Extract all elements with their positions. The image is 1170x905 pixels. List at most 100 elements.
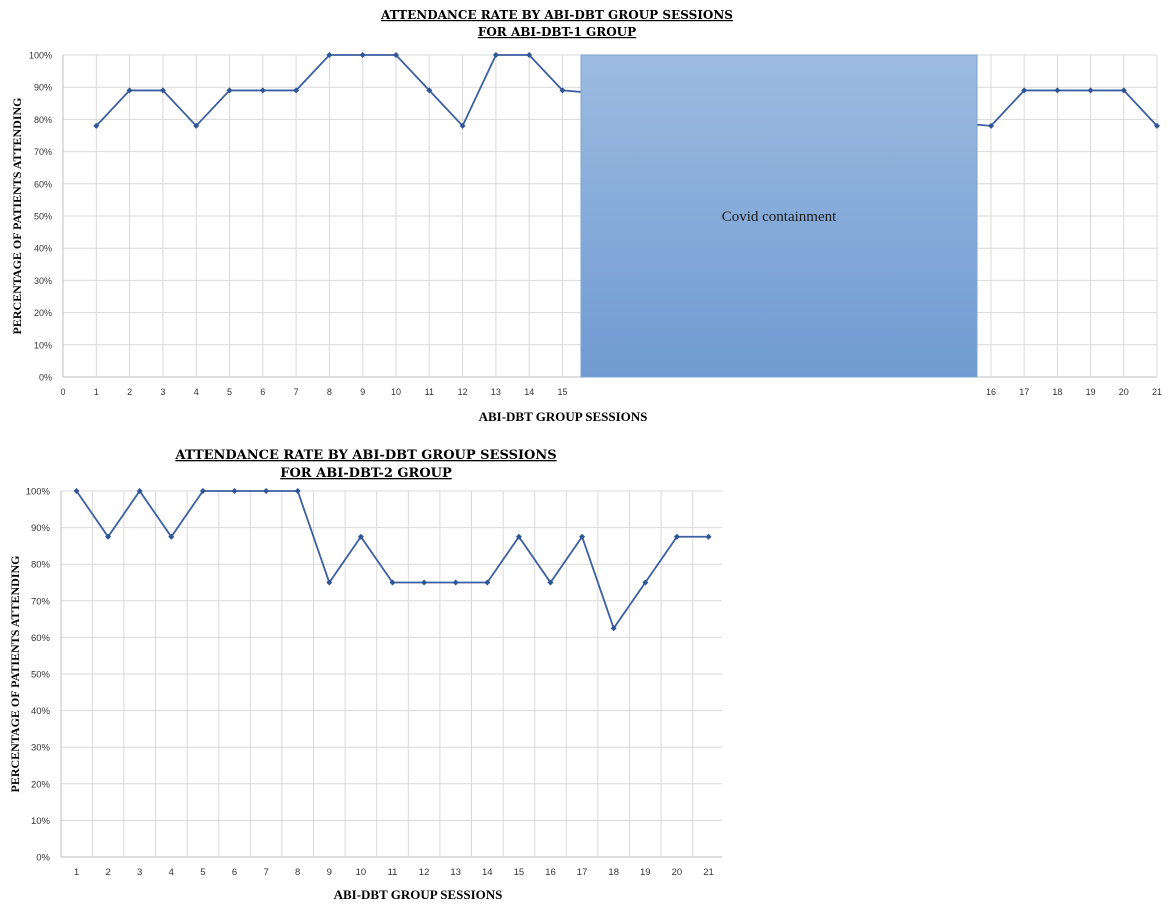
chart2-point [547, 579, 554, 586]
chart1-series [93, 52, 1160, 129]
chart1-point [1021, 87, 1028, 94]
chart2-x-tick-label: 20 [672, 867, 683, 878]
chart1-point [492, 52, 499, 58]
chart2-point [231, 488, 238, 494]
chart2-title-line1: ATTENDANCE RATE BY ABI-DBT GROUP SESSION… [174, 448, 556, 463]
chart1-x-tick-label: 2 [127, 387, 132, 397]
chart2-xlabel: ABI-DBT GROUP SESSIONS [334, 887, 503, 902]
chart2-x-tick-label: 15 [514, 867, 525, 878]
chart2-point [579, 533, 586, 540]
chart2-point [610, 625, 617, 632]
chart1-x-tick-label: 11 [425, 387, 434, 397]
chart2-point [673, 533, 680, 540]
chart1-point [326, 52, 333, 58]
chart1-x-tick-label: 5 [227, 387, 232, 397]
chart2-ylabel: PERCENTAGE OF PATIENTS ATTENDING [8, 555, 22, 792]
chart2-point [452, 579, 459, 586]
chart2-x-tick-label: 21 [703, 867, 714, 878]
chart2-y-tick-label: 100% [26, 487, 51, 498]
chart2-x-tick-label: 11 [388, 867, 398, 878]
chart2-point [136, 488, 143, 494]
chart2-point [389, 579, 396, 586]
chart1-y-tick-label: 90% [34, 83, 52, 93]
chart1-point [559, 87, 566, 94]
chart2-point [199, 488, 206, 494]
chart1-xlabel: ABI-DBT GROUP SESSIONS [479, 409, 648, 424]
chart1-x-tick-label: 10 [391, 387, 401, 397]
chart2-point [484, 579, 491, 586]
chart1-y-tick-label: 70% [34, 147, 52, 157]
chart1-point [526, 52, 533, 58]
chart2-x-tick-label: 16 [545, 867, 556, 878]
chart1-x-tick-label: 4 [194, 387, 199, 397]
chart2-y-tick-label: 70% [31, 596, 51, 607]
chart1-x-tick-label: 18 [1052, 387, 1062, 397]
chart1-point [293, 87, 300, 94]
covid-annotation: Covid containment [580, 54, 978, 378]
chart2-x-tick-label: 14 [482, 867, 493, 878]
chart1-point [393, 52, 399, 58]
chart1-x-tick-label: 1 [94, 387, 99, 397]
chart1-y-tick-label: 30% [34, 276, 52, 286]
chart1-point [988, 122, 994, 129]
chart2-x-tick-label: 9 [327, 867, 332, 878]
chart1-title-line2: FOR ABI-DBT-1 GROUP [478, 25, 636, 39]
chart1-point [93, 122, 100, 129]
chart2-title-line2: FOR ABI-DBT-2 GROUP [280, 466, 452, 481]
chart1-point [1087, 87, 1094, 94]
chart2-x-tick-label: 3 [137, 867, 142, 878]
chart2-point [515, 533, 522, 540]
chart1-y-tick-label: 10% [34, 340, 52, 350]
chart2-x-tick-label: 6 [232, 867, 237, 878]
chart1-x-tick-label: 3 [160, 387, 165, 397]
chart2-y-tick-label: 20% [31, 779, 51, 790]
chart2-point [421, 579, 428, 586]
chart1-point [1154, 122, 1160, 129]
chart-abi-dbt-2: ATTENDANCE RATE BY ABI-DBT GROUP SESSION… [8, 448, 722, 902]
chart1-x-tick-label: 0 [60, 387, 65, 397]
chart1-point [1054, 87, 1061, 94]
chart1-y-tick-label: 0% [39, 373, 52, 383]
chart1-point [159, 87, 166, 94]
chart2-y-tick-label: 90% [31, 523, 51, 534]
chart1-point [126, 87, 133, 94]
chart2-x-tick-label: 17 [577, 867, 588, 878]
chart1-point [259, 87, 266, 94]
chart2-point [326, 579, 333, 586]
chart1-point [426, 87, 433, 94]
chart2-point [294, 488, 301, 494]
chart2-x-tick-label: 12 [419, 867, 430, 878]
chart1-x-tick-label: 14 [524, 387, 534, 397]
chart-abi-dbt-1: ATTENDANCE RATE BY ABI-DBT GROUP SESSION… [10, 8, 1162, 424]
chart2-x-tick-label: 5 [200, 867, 205, 878]
chart1-y-tick-label: 20% [34, 308, 52, 318]
chart1-point [359, 52, 366, 58]
chart2-x-tick-label: 19 [640, 867, 651, 878]
chart2-y-ticks: 0% 10% 20% 30% 40% 50% 60% 70% 80% 90% 100% [26, 487, 51, 864]
chart2-y-tick-label: 30% [31, 743, 51, 754]
chart2-y-tick-label: 50% [31, 670, 51, 681]
chart2-y-tick-label: 60% [31, 633, 51, 644]
chart1-x-tick-label: 19 [1086, 387, 1096, 397]
chart1-y-tick-label: 80% [34, 115, 52, 125]
chart1-x-tick-label: 8 [327, 387, 332, 397]
chart2-x-tick-label: 13 [450, 867, 461, 878]
chart1-x-tick-label: 6 [260, 387, 265, 397]
chart1-x-tick-label: 17 [1019, 387, 1029, 397]
chart1-x-ticks: 0 1 2 3 4 5 6 7 8 9 10 11 12 13 14 15 16 17 18 19 20 21 [60, 387, 1162, 397]
chart2-y-tick-label: 80% [31, 560, 51, 571]
covid-containment-box [580, 54, 978, 378]
chart1-ylabel: PERCENTAGE OF PATIENTS ATTENDING [10, 97, 24, 334]
chart1-point [459, 122, 466, 129]
chart2-point [357, 533, 364, 540]
chart1-x-tick-label: 12 [458, 387, 468, 397]
chart2-x-ticks: 1 2 3 4 5 6 7 8 9 10 11 12 13 14 15 16 17 18 19 20 21 [74, 867, 714, 878]
chart2-x-tick-label: 10 [356, 867, 367, 878]
chart1-point [1120, 87, 1127, 94]
chart1-x-tick-label: 20 [1119, 387, 1129, 397]
chart1-y-tick-label: 60% [34, 179, 52, 189]
chart2-point [73, 488, 80, 494]
chart1-y-tick-label: 50% [34, 212, 52, 222]
chart2-x-tick-label: 8 [295, 867, 300, 878]
